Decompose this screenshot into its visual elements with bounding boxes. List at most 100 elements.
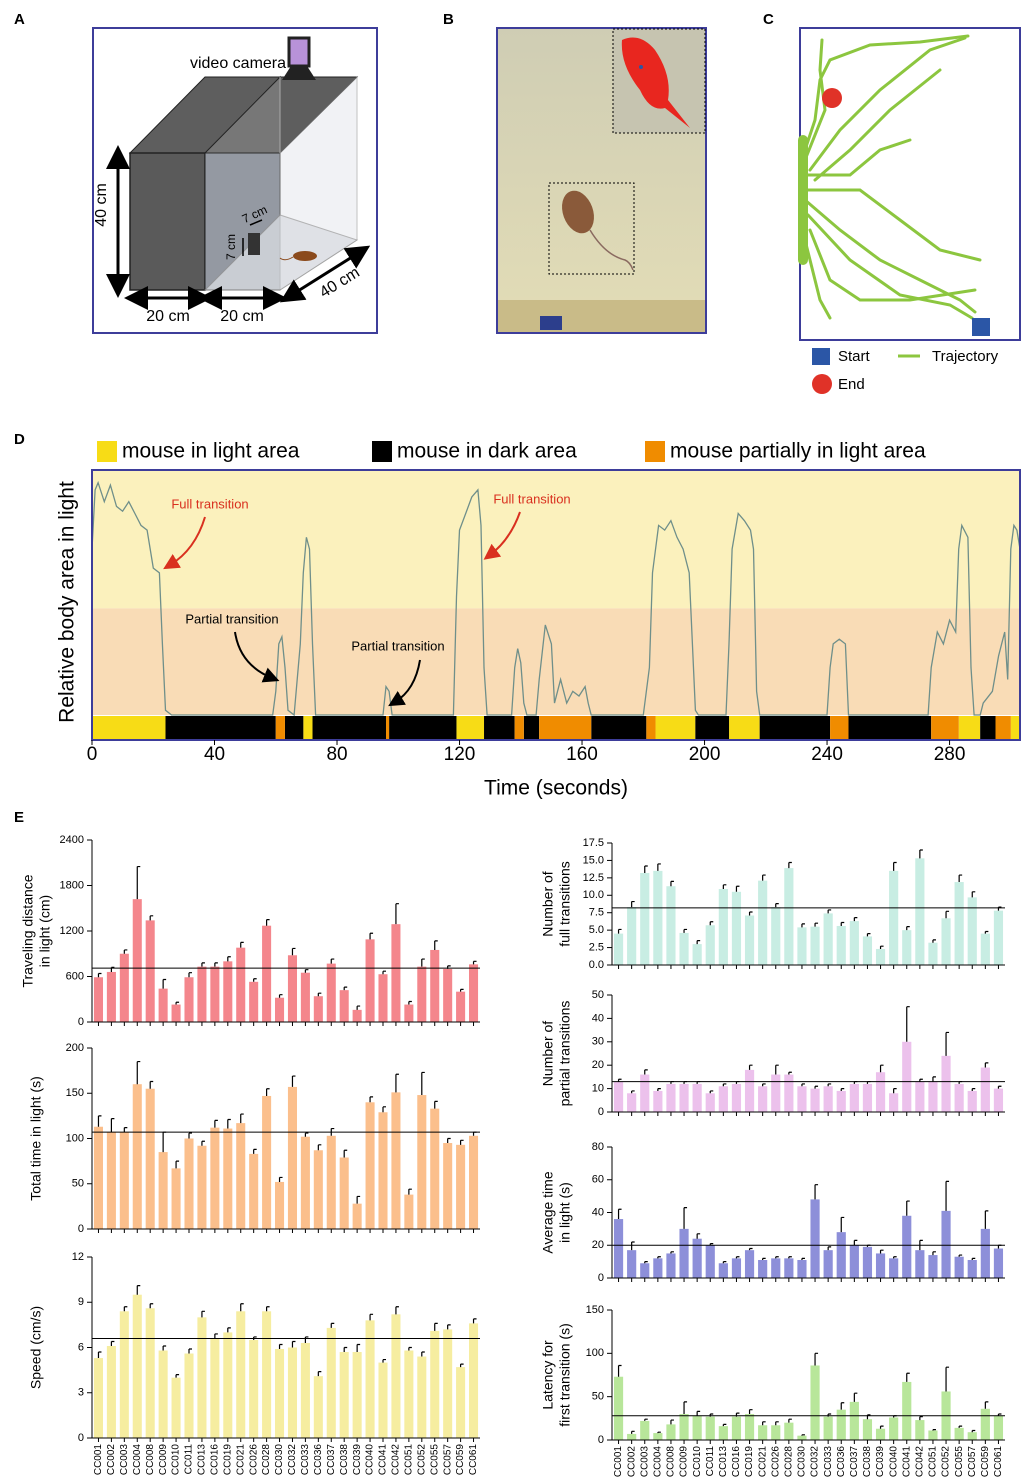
bar	[810, 1365, 820, 1440]
error-bar	[775, 1256, 779, 1259]
x-tick-label: CC041	[378, 1444, 389, 1476]
x-tick-label: CC019	[744, 1446, 755, 1478]
x-tick-label: CC038	[862, 1446, 873, 1478]
error-bar	[617, 1364, 622, 1377]
panel-label: B	[443, 11, 454, 28]
bar	[823, 1416, 833, 1440]
trajectory-plot	[798, 27, 1021, 394]
bar	[93, 1358, 103, 1438]
state-segment	[456, 716, 485, 740]
x-tick-label: CC002	[626, 1446, 637, 1478]
bar	[902, 930, 912, 965]
bar	[145, 1308, 155, 1438]
state-segment	[523, 716, 540, 740]
error-bar	[162, 978, 167, 989]
error-bar	[984, 1062, 989, 1068]
y-axis-title: Total time in light (s)	[28, 1076, 44, 1200]
bar	[889, 1417, 899, 1440]
error-bar	[958, 874, 963, 883]
error-bar	[827, 909, 832, 914]
bar	[784, 1422, 794, 1440]
bar	[771, 1258, 781, 1278]
error-bar	[356, 1195, 361, 1204]
bar	[404, 1004, 414, 1022]
bar	[275, 1349, 285, 1438]
error-bar	[188, 972, 192, 978]
y-tick-label: 50	[72, 1178, 84, 1190]
error-bar	[971, 1429, 976, 1433]
error-bar	[434, 1322, 438, 1331]
bar	[469, 1323, 479, 1438]
error-bar	[644, 865, 648, 873]
bar	[718, 1086, 728, 1112]
x-tick-label: 240	[811, 744, 843, 765]
bar	[613, 933, 624, 965]
x-tick-label: CC055	[954, 1446, 965, 1478]
x-tick-label: CC039	[352, 1444, 363, 1476]
bar	[810, 1199, 820, 1278]
panel-label: E	[14, 809, 24, 826]
error-bar	[631, 1430, 635, 1434]
error-bar	[149, 1303, 154, 1309]
error-bar	[748, 1247, 753, 1251]
x-tick-label: CC039	[875, 1446, 886, 1478]
state-segment	[275, 716, 285, 740]
error-bar	[149, 1080, 154, 1089]
legend-label: mouse in light area	[122, 440, 300, 463]
x-tick-label: CC004	[132, 1444, 143, 1476]
error-bar	[722, 1083, 727, 1087]
bar	[744, 1250, 755, 1278]
state-segment	[958, 716, 981, 740]
bar	[430, 949, 440, 1022]
bar	[365, 1320, 375, 1438]
error-bar	[919, 1416, 923, 1421]
legend-swatch	[645, 441, 665, 462]
bar	[692, 1238, 702, 1278]
bar	[326, 1135, 336, 1229]
error-bar	[709, 1090, 714, 1094]
plot-frame	[91, 469, 1021, 741]
error-bar	[266, 1088, 270, 1096]
state-segment	[729, 716, 760, 740]
bar	[967, 897, 977, 965]
error-bar	[617, 928, 622, 934]
bar	[171, 1004, 181, 1022]
bar	[184, 977, 194, 1022]
error-bar	[906, 926, 910, 931]
x-tick-label: CC059	[980, 1446, 991, 1478]
bar	[758, 1425, 768, 1440]
x-tick-label: CC040	[888, 1446, 899, 1478]
arrow	[483, 511, 521, 560]
error-bar	[762, 1083, 766, 1087]
bar	[941, 1210, 951, 1278]
error-bar	[162, 1345, 167, 1351]
bar	[875, 1253, 886, 1278]
error-bar	[657, 1256, 661, 1259]
bar	[784, 1074, 794, 1112]
bar	[313, 1150, 323, 1229]
bar	[993, 910, 1004, 965]
error-bar	[735, 885, 740, 892]
y-axis-title: Latency for	[540, 1340, 556, 1410]
error-bar	[460, 988, 464, 992]
error-bar	[788, 861, 792, 869]
bar	[640, 1420, 650, 1440]
error-bar	[722, 1261, 727, 1264]
error-bar	[201, 1140, 205, 1146]
error-bar	[932, 1076, 936, 1082]
bar	[758, 1259, 768, 1278]
bar	[158, 1350, 168, 1438]
y-tick-label: 20	[592, 1059, 604, 1071]
y-tick-label: 0	[78, 1432, 84, 1444]
bar	[287, 955, 297, 1022]
error-bar	[879, 1064, 884, 1073]
bar	[836, 925, 846, 965]
y-tick-label: 5.0	[589, 924, 604, 936]
bar	[640, 872, 650, 965]
bar	[928, 942, 938, 965]
error-bar	[696, 940, 701, 945]
state-segment	[591, 716, 647, 740]
error-bar	[801, 1083, 805, 1087]
legend-swatch	[372, 441, 392, 462]
bar	[993, 1248, 1004, 1278]
